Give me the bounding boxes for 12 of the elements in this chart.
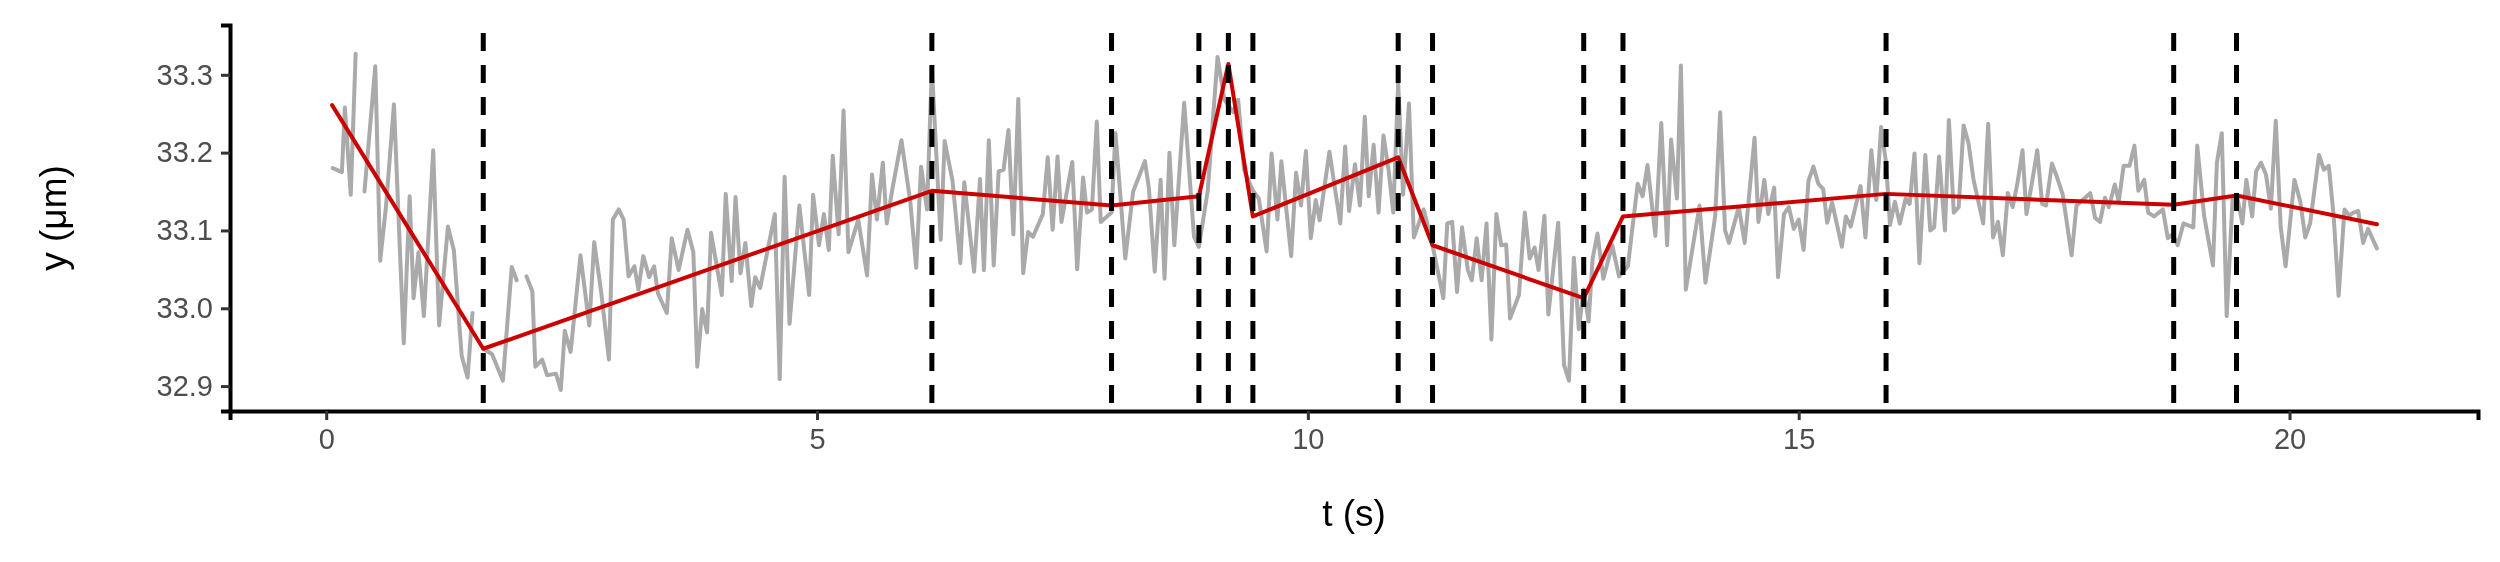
x-axis-title: t (s) xyxy=(1322,493,1386,534)
x-tick-label: 5 xyxy=(809,422,826,455)
y-tick-label: 33.0 xyxy=(156,292,213,325)
x-tick-label: 20 xyxy=(2273,422,2307,455)
y-tick-label: 33.2 xyxy=(156,136,213,169)
x-tick-label: 0 xyxy=(318,422,335,455)
y-tick-label: 32.9 xyxy=(156,369,213,402)
y-axis-title: y (μm) xyxy=(33,165,74,271)
y-tick-label: 33.3 xyxy=(156,58,213,91)
y-tick-label: 33.1 xyxy=(156,214,213,247)
x-tick-label: 15 xyxy=(1783,422,1816,455)
x-tick-label: 10 xyxy=(1292,422,1325,455)
